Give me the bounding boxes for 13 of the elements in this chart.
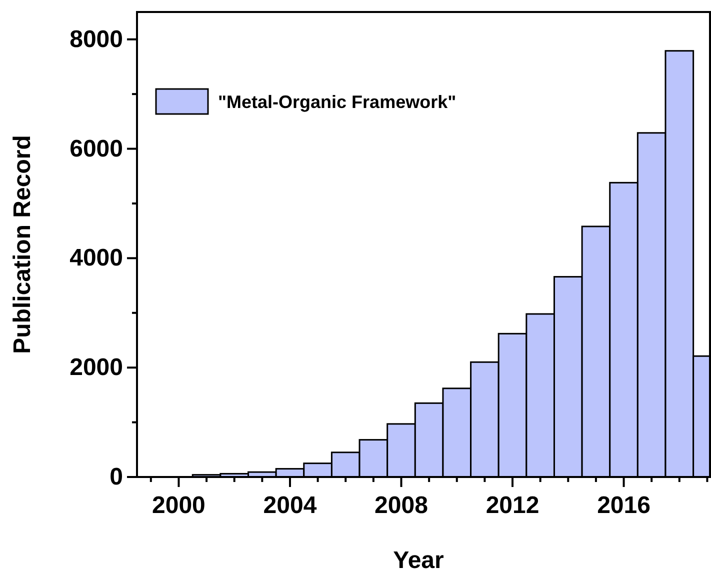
x-tick-label: 2012 (486, 492, 540, 519)
x-tick-label: 2004 (263, 492, 318, 519)
x-axis-title: Year (393, 547, 444, 574)
y-axis-title: Publication Record (9, 135, 36, 354)
x-tick-label: 2000 (152, 492, 206, 519)
y-tick-label: 2000 (70, 354, 123, 382)
y-tick-label: 0 (110, 464, 123, 490)
x-tick-label: 2016 (597, 492, 650, 519)
y-tick-label: 4000 (70, 244, 123, 272)
x-tick-label: 2008 (374, 492, 428, 519)
y-tick-label: 6000 (70, 135, 123, 162)
y-tick-label: 8000 (70, 26, 123, 53)
legend-label: "Metal-Organic Framework" (218, 92, 456, 112)
